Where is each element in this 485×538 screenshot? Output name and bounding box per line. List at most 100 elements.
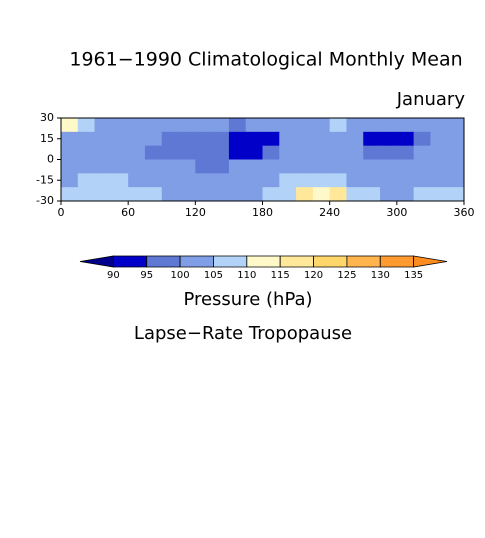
cell [279,187,297,202]
cell [212,173,230,188]
cell [346,145,364,160]
cell [245,131,263,147]
cell [312,173,331,188]
cell [144,131,163,147]
cell [296,173,314,188]
cell [279,173,297,188]
cell [279,118,297,133]
cell [296,131,314,147]
cell [447,187,465,202]
cell [161,159,180,174]
cell [77,173,96,188]
cell [128,187,146,202]
cell [61,159,79,174]
cell [178,173,196,188]
cell [144,187,163,202]
cell [128,131,146,147]
cell [380,173,398,188]
cell [329,187,347,202]
cell [178,159,196,174]
cell [279,131,297,147]
x-tick-label: 300 [386,206,407,219]
colorbar-tick-label: 105 [204,270,223,281]
cell [262,173,280,188]
cell [77,159,96,174]
colorbar-tick-label: 110 [237,270,256,281]
cell [228,159,247,174]
cell [111,173,129,188]
cell [228,131,247,147]
cell [245,159,263,174]
cell [228,118,247,133]
cell [195,187,213,202]
colorbar-box [413,255,448,268]
cell [363,173,381,188]
cell [430,187,448,202]
y-tick-label: 15 [40,132,54,145]
cell [178,187,196,202]
cell [430,159,448,174]
x-tick-label: 0 [58,206,65,219]
cell [447,145,465,160]
cell [329,118,347,133]
cell [228,187,247,202]
cell [279,159,297,174]
cell [262,187,280,202]
cell [228,145,247,160]
x-tick-label: 240 [319,206,340,219]
colorbar-label: Pressure (hPa) [183,289,312,310]
cell [396,173,415,188]
colorbar-tick-label: 130 [371,270,390,281]
colorbar-box [112,255,148,268]
cell [212,131,230,147]
colorbar-tick-label: 125 [337,270,356,281]
x-tick-label: 120 [185,206,206,219]
cell [111,145,129,160]
cell [262,159,280,174]
cell [77,131,96,147]
colorbar-tick-label: 115 [271,270,290,281]
cell [61,145,79,160]
cell [195,145,213,160]
cell [262,131,280,147]
cell [195,131,213,147]
cell [447,131,465,147]
cell [61,187,79,202]
cell [77,187,96,202]
colorbar-tick-label: 95 [140,270,153,281]
cell [413,118,431,133]
x-tick-label: 180 [252,206,273,219]
cell [296,118,314,133]
cell [144,159,163,174]
cell [94,187,112,202]
cell [296,187,314,202]
cell [262,118,280,133]
cell [161,145,180,160]
cell [61,131,79,147]
cell [279,145,297,160]
cell [329,173,347,188]
y-tick-label: 0 [47,153,54,166]
cell [363,131,381,147]
colorbar-box [379,255,415,268]
cell [413,187,431,202]
cell [195,118,213,133]
cell [363,118,381,133]
colorbar-tick-label: 135 [404,270,423,281]
cell [245,118,263,133]
cell [329,159,347,174]
cell [447,159,465,174]
cell [111,187,129,202]
y-tick-label: 30 [40,111,54,124]
colorbar-box [346,255,381,268]
cell [380,187,398,202]
cell [329,145,347,160]
cell [346,159,364,174]
cell [396,145,415,160]
cell [245,145,263,160]
cell [144,118,163,133]
cell [144,173,163,188]
cell [94,159,112,174]
cell [413,159,431,174]
